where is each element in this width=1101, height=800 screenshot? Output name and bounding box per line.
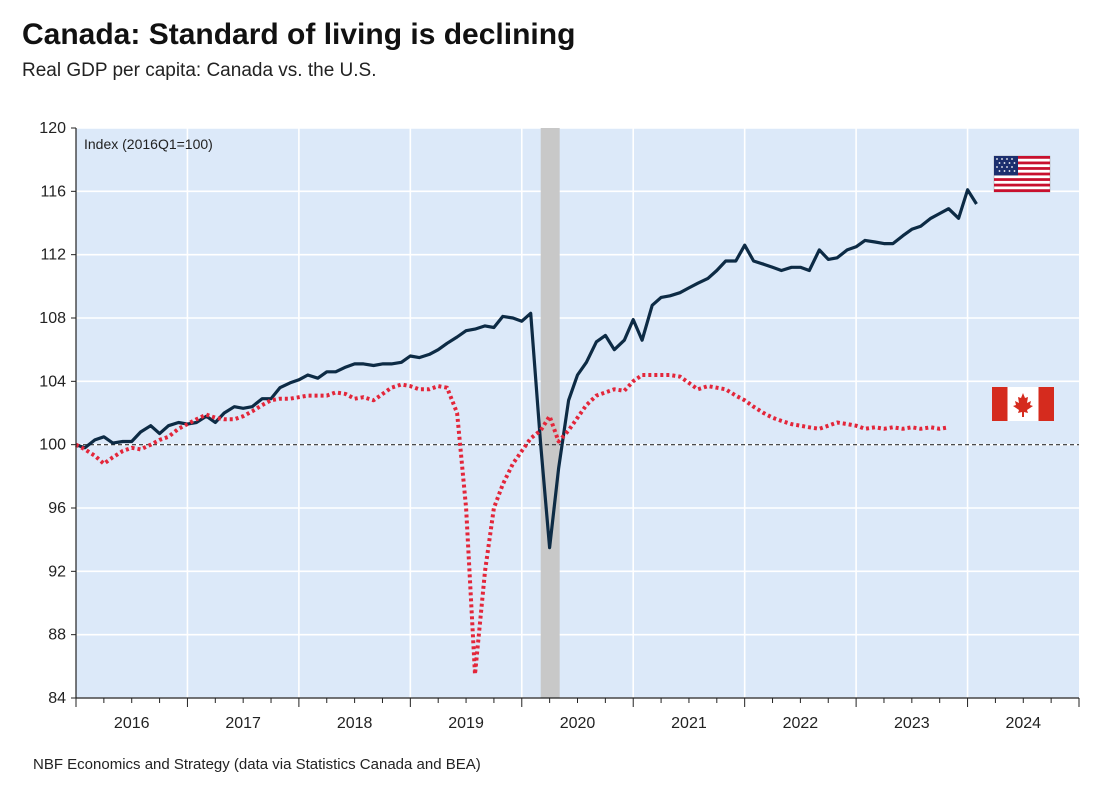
x-tick-label: 2018 xyxy=(337,715,373,732)
y-tick-label: 108 xyxy=(39,310,66,327)
y-tick-label: 116 xyxy=(40,183,66,200)
us-flag-icon xyxy=(993,155,1051,193)
y-tick-label: 112 xyxy=(40,247,66,264)
y-tick-label: 120 xyxy=(39,120,66,137)
y-tick-label: 88 xyxy=(48,627,66,644)
series-layer xyxy=(75,188,978,677)
us-series-line xyxy=(75,188,978,550)
y-tick-label: 100 xyxy=(39,437,66,454)
chart-subtitle: Real GDP per capita: Canada vs. the U.S. xyxy=(22,60,377,81)
y-tick-label: 84 xyxy=(48,690,66,707)
y-axis-label: Index (2016Q1=100) xyxy=(84,136,213,152)
x-tick-label: 2023 xyxy=(894,715,930,732)
x-tick-label: 2022 xyxy=(783,715,819,732)
axes: 84 88 92 96 100 104 108 112 116 120 2016 2017 2018 20… xyxy=(39,120,1080,732)
x-tick-label: 2019 xyxy=(448,715,484,732)
plot-area xyxy=(76,128,1079,698)
y-tick-label: 92 xyxy=(48,563,66,580)
source-note: NBF Economics and Strategy (data via Sta… xyxy=(33,756,481,773)
x-tick-label: 2016 xyxy=(114,715,150,732)
x-tick-label: 2021 xyxy=(671,715,707,732)
chart-title: Canada: Standard of living is declining xyxy=(22,18,576,51)
y-tick-label: 96 xyxy=(48,500,66,517)
canada-flag-icon xyxy=(992,387,1054,421)
x-tick-label: 2017 xyxy=(225,715,261,732)
x-tick-label: 2024 xyxy=(1005,715,1041,732)
canada-series-line xyxy=(75,373,949,677)
recession-band xyxy=(540,128,560,698)
y-tick-label: 104 xyxy=(39,373,66,390)
x-tick-label: 2020 xyxy=(560,715,596,732)
